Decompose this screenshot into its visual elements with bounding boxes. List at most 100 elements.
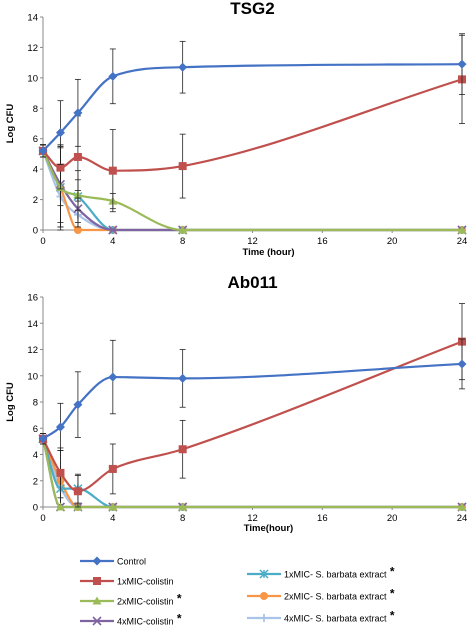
legend-marker (259, 569, 269, 579)
data-point (457, 502, 467, 511)
series-2 (38, 144, 467, 234)
x-tick-label: 20 (387, 236, 398, 247)
series-6 (39, 144, 466, 234)
data-point (178, 162, 187, 171)
series-5 (39, 433, 466, 511)
y-tick-label: 6 (33, 134, 38, 145)
data-point (56, 163, 65, 172)
x-tick-label: 16 (317, 513, 328, 524)
legend-entry: 2xMIC- S. barbata extract * (247, 587, 395, 602)
series-0 (38, 33, 467, 165)
y-tick-label: 14 (27, 13, 38, 24)
y-tick-label: 2 (33, 476, 38, 487)
data-point (55, 128, 65, 138)
y-tick-label: 12 (27, 345, 38, 356)
x-axis-label: Time (hour) (242, 247, 294, 258)
series-line (42, 362, 463, 440)
x-tick-label: 16 (317, 236, 328, 247)
data-point (178, 62, 188, 72)
data-point (38, 146, 48, 156)
x-tick-label: 12 (247, 513, 258, 524)
series-line (42, 78, 463, 172)
y-tick-label: 6 (33, 424, 38, 435)
x-tick-label: 4 (110, 513, 115, 524)
data-point (178, 502, 188, 511)
chart-title: TSG2 (230, 0, 274, 18)
series-6 (39, 433, 466, 511)
data-point (73, 152, 82, 161)
data-point (178, 225, 188, 234)
legend-entry: 2xMIC-colistin * (80, 592, 182, 607)
y-tick-label: 0 (33, 226, 38, 237)
legend-label: 4xMIC- S. barbata extract * (284, 609, 395, 624)
legend-label: Control (117, 557, 146, 567)
x-tick-label: 8 (180, 513, 185, 524)
data-point (55, 422, 65, 432)
series-line (42, 150, 462, 232)
legend-label: 2xMIC- S. barbata extract * (284, 587, 395, 602)
y-tick-label: 12 (27, 43, 38, 54)
legend-marker (260, 614, 268, 622)
data-point (73, 487, 82, 496)
legend-label: 2xMIC-colistin * (117, 592, 182, 607)
series-0 (38, 338, 467, 451)
y-tick-label: 4 (33, 165, 38, 176)
data-point (457, 59, 467, 69)
series-line (42, 150, 462, 232)
legend-entry: 1xMIC-colistin (80, 577, 174, 587)
data-point (73, 108, 83, 118)
x-tick-label: 24 (457, 513, 468, 524)
y-tick-label: 4 (33, 450, 38, 461)
data-point (108, 464, 117, 473)
y-axis-label: Log CFU (5, 382, 16, 422)
y-tick-label: 8 (33, 104, 38, 115)
x-tick-label: 0 (40, 236, 45, 247)
series-3 (38, 144, 467, 235)
y-tick-label: 10 (27, 73, 38, 84)
data-point (457, 359, 467, 369)
data-point (457, 225, 467, 234)
legend-marker (92, 596, 102, 605)
series-line (42, 150, 462, 232)
series-line (42, 340, 463, 493)
data-point (178, 445, 187, 454)
y-tick-label: 2 (33, 195, 38, 206)
legend-marker (92, 556, 102, 566)
legend-entry: Control (80, 556, 146, 567)
x-tick-label: 24 (457, 236, 468, 247)
data-point (108, 166, 117, 175)
data-point (73, 226, 82, 234)
data-point (108, 502, 118, 511)
y-tick-label: 0 (33, 503, 38, 514)
x-tick-label: 20 (387, 513, 398, 524)
series-4 (38, 433, 467, 512)
series-5 (39, 144, 466, 234)
legend-asterisk: * (387, 565, 395, 579)
legend-marker (93, 577, 101, 585)
y-axis-label: Log CFU (5, 104, 16, 144)
data-point (38, 434, 48, 444)
series-1 (39, 34, 466, 213)
y-tick-label: 10 (27, 371, 38, 382)
data-point (108, 71, 118, 81)
data-point (56, 468, 65, 477)
chart-title: Ab011 (227, 273, 277, 292)
data-point (73, 400, 83, 410)
series-line (41, 150, 462, 232)
data-point (55, 502, 65, 511)
legend-asterisk: * (174, 592, 182, 606)
x-tick-label: 12 (247, 236, 258, 247)
legend-label: 1xMIC- S. barbata extract * (284, 565, 395, 580)
legend-asterisk: * (387, 587, 395, 601)
data-point (108, 372, 118, 382)
series-4 (38, 144, 467, 235)
legend-asterisk: * (387, 609, 395, 623)
legend-asterisk: * (174, 612, 182, 626)
legend-entry: 4xMIC-colistin * (80, 612, 182, 627)
data-point (178, 373, 188, 383)
y-tick-label: 14 (27, 319, 38, 330)
series-line (42, 63, 463, 152)
